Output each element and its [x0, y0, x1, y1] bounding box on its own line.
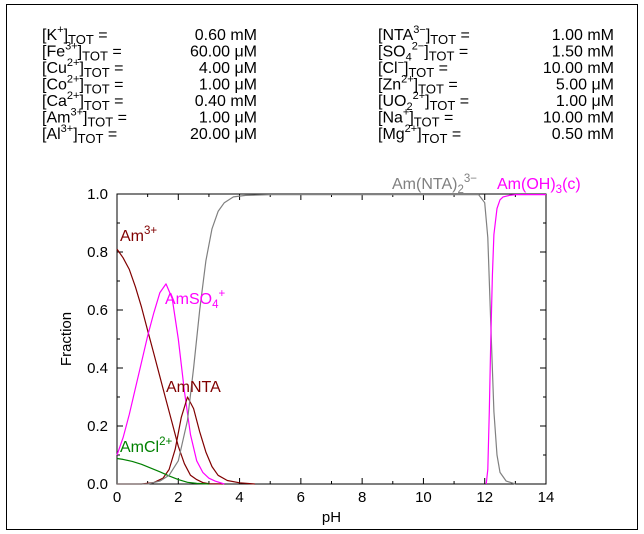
- x-tick-label: 0: [113, 489, 121, 506]
- series-line-1: [116, 283, 225, 485]
- conc-right-species-1: [SO42−]TOT =: [378, 41, 468, 64]
- y-axis-label: Fraction: [58, 312, 75, 366]
- conc-left-value-0: 0.60 mM: [195, 27, 257, 44]
- conc-left-value-1: 60.00 μM: [190, 44, 257, 61]
- x-tick-label: 14: [538, 489, 555, 506]
- conc-right-species-2: [Cl−]TOT =: [378, 57, 448, 80]
- conc-right-value-1: 1.50 mM: [552, 44, 614, 61]
- conc-right-value-3: 5.00 μM: [556, 77, 614, 94]
- x-axis-label: pH: [322, 509, 341, 526]
- conc-left-value-2: 4.00 μM: [199, 60, 257, 77]
- x-tick-label: 6: [297, 489, 305, 506]
- y-tick-label: 0.2: [87, 418, 108, 435]
- conc-right-value-6: 0.50 mM: [552, 126, 614, 143]
- series-line-3: [116, 457, 209, 485]
- y-tick-label: 0.8: [87, 244, 108, 261]
- y-tick-label: 0.0: [87, 476, 108, 493]
- y-tick-label: 0.4: [87, 360, 108, 377]
- conc-left-value-5: 1.00 μM: [199, 110, 257, 127]
- series-label-0: Am3+: [120, 225, 157, 245]
- series-label-4: Am(NTA)23−: [392, 173, 477, 196]
- chart-frame: [6, 4, 638, 530]
- conc-left-species-5: [Am3+]TOT =: [42, 107, 127, 130]
- y-tick-label: 1.0: [87, 186, 108, 203]
- conc-left-species-1: [Fe3+]TOT =: [42, 41, 122, 64]
- conc-left-species-3: [Co2+]TOT =: [42, 74, 123, 97]
- conc-left-species-2: [Cu2+]TOT =: [42, 57, 123, 80]
- conc-right-species-3: [Zn2+]TOT =: [378, 74, 458, 97]
- x-tick-label: 4: [235, 489, 243, 506]
- x-tick-label: 10: [415, 489, 432, 506]
- conc-right-species-4: [UO22+]TOT =: [378, 90, 469, 113]
- conc-right-species-0: [NTA3−]TOT =: [378, 24, 470, 47]
- conc-right-value-2: 10.00 mM: [543, 60, 614, 77]
- plot-area: [116, 193, 547, 485]
- conc-right-species-5: [Na+]TOT =: [378, 107, 453, 130]
- series-line-5: [485, 194, 546, 485]
- conc-left-value-6: 20.00 μM: [190, 126, 257, 143]
- conc-left-value-4: 0.40 mM: [195, 93, 257, 110]
- conc-right-value-5: 10.00 mM: [543, 110, 614, 127]
- series-label-2: AmNTA: [166, 379, 221, 396]
- conc-left-value-3: 1.00 μM: [199, 77, 257, 94]
- x-tick-label: 12: [476, 489, 493, 506]
- series-line-4: [117, 194, 516, 485]
- conc-right-value-4: 1.00 μM: [556, 93, 614, 110]
- conc-left-species-0: [K+]TOT =: [42, 24, 108, 47]
- x-tick-label: 2: [174, 489, 182, 506]
- conc-right-value-0: 1.00 mM: [552, 27, 614, 44]
- series-line-0: [116, 248, 225, 485]
- series-label-3: AmCl2+: [120, 436, 173, 456]
- series-line-2: [117, 396, 255, 485]
- series-label-5: Am(OH)3(c): [497, 176, 581, 196]
- series-label-1: AmSO4+: [165, 288, 226, 311]
- y-tick-label: 0.6: [87, 302, 108, 319]
- conc-right-species-6: [Mg2+]TOT =: [378, 123, 461, 146]
- conc-left-species-6: [Al3+]TOT =: [42, 123, 117, 146]
- x-tick-label: 8: [358, 489, 366, 506]
- conc-left-species-4: [Ca2+]TOT =: [42, 90, 123, 113]
